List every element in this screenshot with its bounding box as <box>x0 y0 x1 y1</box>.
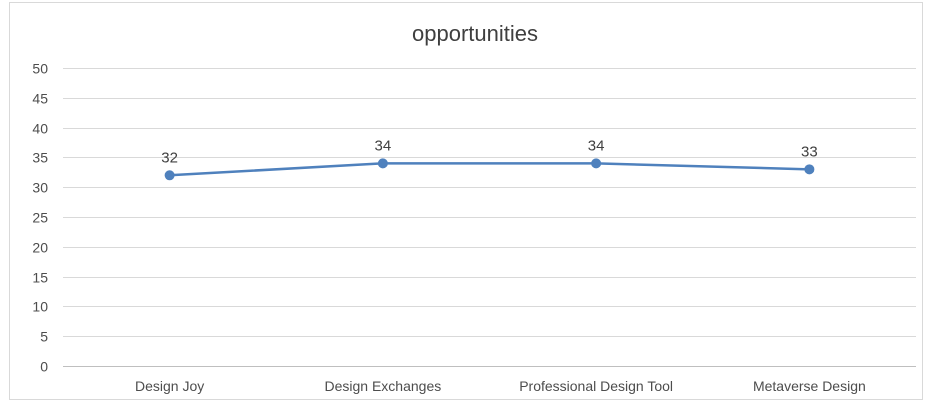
y-axis: 0 5 10 15 20 25 30 35 40 45 50 <box>32 61 48 375</box>
x-tick-label: Design Exchanges <box>325 378 442 394</box>
y-tick-label: 50 <box>32 61 48 77</box>
series-line <box>169 162 810 177</box>
y-tick-label: 30 <box>32 180 48 196</box>
y-tick-label: 20 <box>32 240 48 256</box>
y-tick-label: 35 <box>32 150 48 166</box>
x-tick-label: Metaverse Design <box>753 378 866 394</box>
data-point <box>804 164 815 175</box>
data-label: 32 <box>161 149 178 166</box>
y-tick-label: 0 <box>40 359 48 375</box>
y-tick-label: 10 <box>32 299 48 315</box>
data-point <box>164 170 175 181</box>
x-tick-label: Professional Design Tool <box>519 378 673 394</box>
gridlines <box>63 68 916 337</box>
y-tick-label: 45 <box>32 91 48 107</box>
series <box>164 158 815 181</box>
data-labels: 32 34 34 33 <box>161 137 817 166</box>
data-label: 34 <box>375 137 392 154</box>
y-tick-label: 40 <box>32 121 48 137</box>
x-tick-label: Design Joy <box>135 378 204 394</box>
chart-title: opportunities <box>412 21 538 46</box>
data-label: 34 <box>588 137 605 154</box>
x-axis: Design Joy Design Exchanges Professional D… <box>63 366 916 394</box>
data-point <box>377 158 388 169</box>
y-tick-label: 15 <box>32 270 48 286</box>
data-point <box>591 158 602 169</box>
data-label: 33 <box>801 143 818 160</box>
y-tick-label: 25 <box>32 210 48 226</box>
y-tick-label: 5 <box>40 329 48 345</box>
